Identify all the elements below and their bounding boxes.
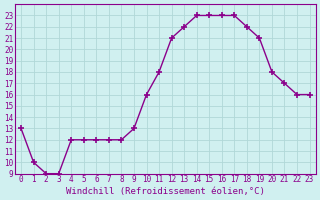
X-axis label: Windchill (Refroidissement éolien,°C): Windchill (Refroidissement éolien,°C) <box>66 187 265 196</box>
